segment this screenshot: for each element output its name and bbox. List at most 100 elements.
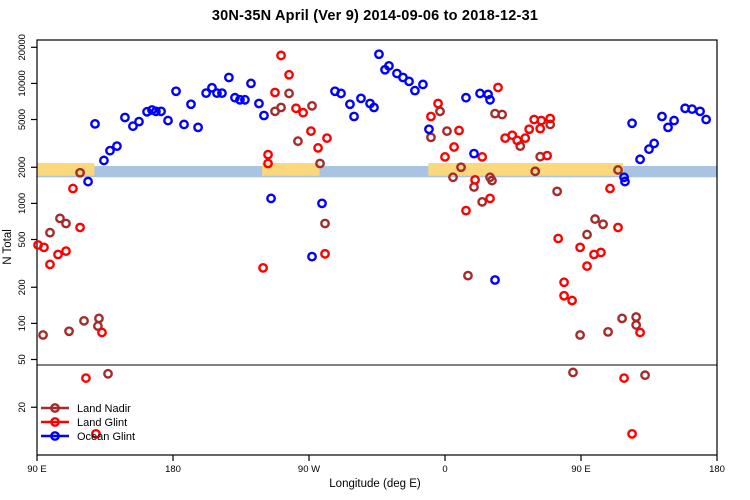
data-point xyxy=(575,330,585,340)
data-point xyxy=(424,124,434,135)
x-tick-label: 180 xyxy=(165,464,181,475)
data-point xyxy=(193,122,203,133)
data-point xyxy=(356,93,366,104)
data-point xyxy=(433,98,443,109)
data-point xyxy=(75,167,85,178)
data-point xyxy=(156,106,166,117)
data-point xyxy=(97,327,107,338)
data-point xyxy=(374,49,384,60)
data-point xyxy=(426,111,436,122)
data-point xyxy=(171,86,181,97)
data-point xyxy=(307,251,317,262)
data-point xyxy=(627,118,637,129)
data-point xyxy=(475,88,485,99)
legend-label: Land Glint xyxy=(77,417,127,429)
y-tick-label: 5000 xyxy=(17,109,28,130)
data-point xyxy=(298,107,309,118)
y-tick-label: 100 xyxy=(17,315,28,331)
data-point xyxy=(320,218,330,229)
y-tick-label: 20000 xyxy=(17,34,28,60)
data-point xyxy=(315,158,325,169)
data-point xyxy=(552,186,563,197)
data-point xyxy=(640,370,650,381)
data-point xyxy=(276,50,286,61)
data-point xyxy=(487,175,497,186)
data-point xyxy=(687,104,697,115)
data-point xyxy=(477,196,488,207)
y-axis-label: N Total xyxy=(2,229,14,265)
data-point xyxy=(507,130,518,141)
data-point xyxy=(263,149,273,160)
x-tick-label: 90 W xyxy=(298,464,320,475)
data-point xyxy=(83,176,93,187)
y-tick-label: 20 xyxy=(17,402,28,413)
series-land-nadir xyxy=(38,88,650,381)
series-ocean-glint xyxy=(83,49,712,285)
data-point xyxy=(568,367,578,378)
data-point xyxy=(545,113,556,124)
data-point xyxy=(284,88,294,99)
data-point xyxy=(404,76,414,87)
legend-item-land-glint: Land Glint xyxy=(41,417,127,429)
data-point xyxy=(336,88,346,99)
data-point xyxy=(68,183,78,194)
data-point xyxy=(293,136,303,147)
land-reference-band xyxy=(262,163,320,176)
data-point xyxy=(224,72,234,83)
data-point xyxy=(559,290,569,301)
land-reference-band xyxy=(428,163,624,176)
data-point xyxy=(470,174,480,185)
data-point xyxy=(128,121,138,132)
data-point xyxy=(259,110,269,121)
x-tick-label: 90 E xyxy=(27,464,47,475)
x-tick-label: 180 xyxy=(709,464,725,475)
data-point xyxy=(617,313,628,324)
data-point xyxy=(663,122,673,133)
data-point xyxy=(75,222,85,233)
data-point xyxy=(258,262,268,273)
data-point xyxy=(99,155,109,166)
data-point xyxy=(542,150,553,161)
data-point xyxy=(230,92,240,103)
plot-box xyxy=(36,39,718,456)
data-point xyxy=(590,214,600,224)
data-point xyxy=(179,119,189,130)
legend-item-land-nadir: Land Nadir xyxy=(41,403,131,415)
y-tick-label: 500 xyxy=(17,232,28,248)
data-point xyxy=(322,133,332,144)
data-point xyxy=(582,261,592,272)
data-point xyxy=(613,222,623,233)
data-point xyxy=(235,94,245,105)
series-land-glint xyxy=(33,50,645,439)
data-point xyxy=(284,69,294,80)
x-axis-label: Longitude (deg E) xyxy=(329,478,421,490)
land-reference-band xyxy=(37,163,95,176)
data-point xyxy=(485,193,495,204)
data-point xyxy=(186,99,196,110)
data-point xyxy=(134,116,144,127)
data-point xyxy=(61,246,71,257)
data-point xyxy=(485,94,495,105)
data-point xyxy=(657,111,667,122)
data-point xyxy=(530,166,541,177)
data-point xyxy=(463,270,473,281)
legend-marker-icon xyxy=(50,417,60,427)
data-point xyxy=(631,320,642,330)
data-point xyxy=(520,133,531,144)
data-point xyxy=(553,233,564,244)
data-point xyxy=(669,115,679,126)
y-tick-label: 1000 xyxy=(17,193,28,214)
legend-label: Land Nadir xyxy=(77,403,131,415)
data-point xyxy=(635,154,645,165)
data-point xyxy=(545,119,556,130)
data-point xyxy=(55,213,65,224)
data-point xyxy=(649,138,660,149)
data-point xyxy=(45,227,55,238)
data-point xyxy=(112,141,122,152)
data-point xyxy=(493,82,503,93)
data-point xyxy=(207,82,217,93)
data-point xyxy=(559,277,569,288)
data-point xyxy=(701,114,712,125)
